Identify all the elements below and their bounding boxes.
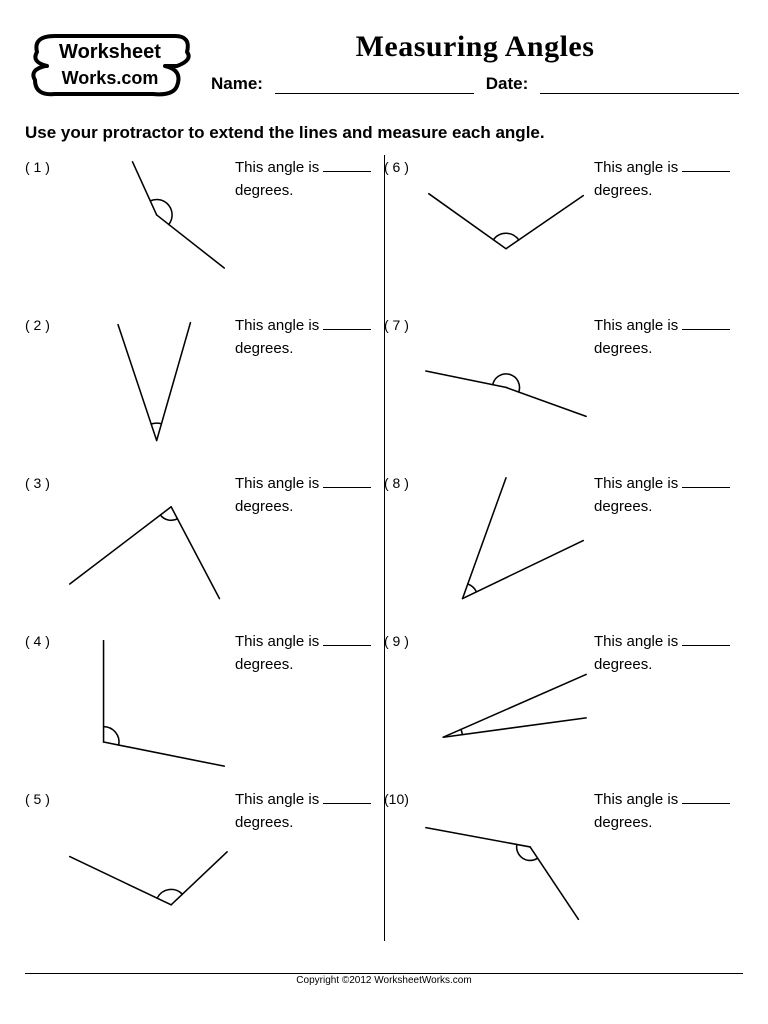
problem-number: ( 1 ) [25, 157, 63, 307]
answer-blank[interactable] [682, 473, 730, 488]
problem-9: ( 9 ) This angle is degrees. [384, 627, 743, 785]
answer-blank[interactable] [323, 473, 371, 488]
angle-figure [422, 473, 590, 623]
answer-blank[interactable] [682, 315, 730, 330]
date-label: Date: [486, 74, 529, 94]
problem-number: ( 8 ) [384, 473, 422, 623]
problem-number: ( 6 ) [384, 157, 422, 307]
instructions: Use your protractor to extend the lines … [25, 123, 743, 143]
angle-figure [422, 315, 590, 465]
angle-figure [63, 631, 231, 781]
name-input-line[interactable] [275, 75, 474, 94]
answer-text: This angle is degrees. [590, 157, 735, 307]
problem-6: ( 6 ) This angle is degrees. [384, 153, 743, 311]
problem-number: ( 5 ) [25, 789, 63, 939]
angle-figure [63, 157, 231, 307]
angle-figure [63, 789, 231, 939]
angle-figure [63, 315, 231, 465]
logo-text-top: Worksheet [59, 41, 161, 63]
answer-text: This angle is degrees. [231, 157, 376, 307]
page-title: Measuring Angles [356, 30, 595, 64]
problem-number: ( 2 ) [25, 315, 63, 465]
column-left: ( 1 ) This angle is degrees. ( 2 ) This … [25, 153, 384, 943]
name-label: Name: [211, 74, 263, 94]
problem-4: ( 4 ) This angle is degrees. [25, 627, 384, 785]
name-date-row: Name: Date: [207, 74, 743, 96]
angle-figure [422, 631, 590, 781]
problem-number: ( 4 ) [25, 631, 63, 781]
problem-grid: ( 1 ) This angle is degrees. ( 2 ) This … [25, 153, 743, 943]
problem-number: (10) [384, 789, 422, 939]
answer-blank[interactable] [682, 631, 730, 646]
angle-figure [63, 473, 231, 623]
answer-blank[interactable] [682, 157, 730, 172]
angle-figure [422, 157, 590, 307]
answer-text: This angle is degrees. [231, 631, 376, 781]
problem-3: ( 3 ) This angle is degrees. [25, 469, 384, 627]
date-input-line[interactable] [540, 75, 739, 94]
column-right: ( 6 ) This angle is degrees. ( 7 ) This … [384, 153, 743, 943]
answer-text: This angle is degrees. [590, 315, 735, 465]
problem-2: ( 2 ) This angle is degrees. [25, 311, 384, 469]
answer-blank[interactable] [323, 157, 371, 172]
answer-text: This angle is degrees. [590, 473, 735, 623]
answer-text: This angle is degrees. [231, 789, 376, 939]
answer-blank[interactable] [323, 789, 371, 804]
problem-5: ( 5 ) This angle is degrees. [25, 785, 384, 943]
problem-10: (10) This angle is degrees. [384, 785, 743, 943]
angle-figure [422, 789, 590, 939]
problem-number: ( 9 ) [384, 631, 422, 781]
answer-blank[interactable] [682, 789, 730, 804]
answer-text: This angle is degrees. [231, 473, 376, 623]
logo-text-bottom: Works.com [62, 68, 159, 88]
problem-1: ( 1 ) This angle is degrees. [25, 153, 384, 311]
logo: Worksheet Works.com [25, 30, 195, 105]
problem-8: ( 8 ) This angle is degrees. [384, 469, 743, 627]
problem-number: ( 7 ) [384, 315, 422, 465]
header: Worksheet Works.com Measuring Angles Nam… [25, 30, 743, 105]
answer-blank[interactable] [323, 315, 371, 330]
answer-blank[interactable] [323, 631, 371, 646]
problem-number: ( 3 ) [25, 473, 63, 623]
answer-text: This angle is degrees. [590, 789, 735, 939]
footer-copyright: Copyright ©2012 WorksheetWorks.com [25, 973, 743, 986]
problem-7: ( 7 ) This angle is degrees. [384, 311, 743, 469]
answer-text: This angle is degrees. [231, 315, 376, 465]
answer-text: This angle is degrees. [590, 631, 735, 781]
